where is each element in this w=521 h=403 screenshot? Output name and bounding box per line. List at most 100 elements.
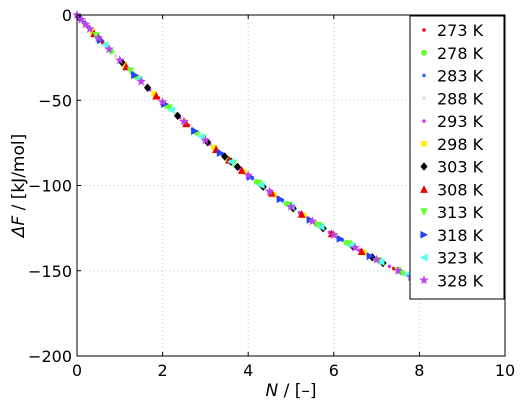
- legend-marker: [422, 119, 426, 123]
- data-point: [211, 144, 217, 151]
- legend-item: 313 K: [420, 203, 484, 222]
- x-tick-label: 4: [243, 361, 253, 380]
- legend-item: 303 K: [420, 158, 484, 177]
- y-tick-label: −200: [28, 347, 72, 366]
- data-point: [197, 132, 205, 141]
- x-tick-label: 2: [158, 361, 168, 380]
- legend-label: 288 K: [437, 89, 484, 108]
- y-tick-label: −50: [38, 91, 72, 110]
- legend-item: 328 K: [419, 271, 484, 290]
- legend-item: 298 K: [421, 135, 484, 154]
- legend-label: 273 K: [437, 21, 484, 40]
- data-point: [366, 252, 375, 261]
- data-point: [100, 40, 109, 49]
- legend-marker: [421, 140, 427, 147]
- data-point: [387, 264, 392, 269]
- legend-item: 323 K: [419, 249, 484, 268]
- data-point: [93, 33, 104, 43]
- data-point: [144, 83, 152, 92]
- y-tick-label: 0: [62, 6, 72, 25]
- data-point: [226, 157, 235, 166]
- legend-item: 283 K: [422, 67, 484, 86]
- legend-label: 328 K: [437, 271, 484, 290]
- legend-label: 318 K: [437, 226, 484, 245]
- data-point: [350, 242, 360, 252]
- legend-marker: [422, 28, 426, 32]
- legend-label: 283 K: [437, 67, 484, 86]
- data-point: [255, 179, 263, 188]
- data-point: [237, 166, 246, 174]
- data-point: [371, 254, 382, 264]
- data-point: [113, 54, 118, 58]
- legend-marker: [422, 96, 426, 101]
- data-point: [264, 186, 275, 196]
- legend-marker: [421, 49, 427, 56]
- data-point: [256, 181, 265, 189]
- legend-marker: [419, 253, 428, 262]
- ticks: 0 2 4 6 8 10 0 −50 −100 −150 −200: [28, 6, 515, 380]
- data-point: [85, 23, 95, 33]
- legend-label: 323 K: [437, 249, 484, 268]
- data-point: [336, 234, 345, 243]
- data-points: [72, 10, 416, 282]
- x-tick-label: 0: [72, 361, 82, 380]
- legend-item: 288 K: [422, 89, 484, 108]
- data-point: [76, 14, 87, 24]
- legend-item: 273 K: [422, 21, 484, 40]
- data-point: [104, 44, 114, 54]
- data-point: [179, 116, 189, 126]
- data-point: [329, 229, 339, 239]
- data-point: [157, 96, 168, 106]
- data-point: [316, 222, 325, 231]
- data-point: [286, 201, 296, 211]
- legend-box: [409, 15, 505, 300]
- legend-marker: [420, 185, 428, 193]
- data-point: [191, 127, 199, 135]
- data-point: [121, 61, 127, 68]
- legend-item: 293 K: [422, 112, 484, 131]
- data-point: [126, 67, 135, 76]
- data-point: [136, 76, 146, 86]
- y-axis-title: ΔF / [kJ/mol]: [9, 134, 29, 240]
- legend-marker: [419, 275, 429, 285]
- x-axis-title: N / [–]: [265, 381, 316, 401]
- data-point: [357, 247, 366, 256]
- data-point: [200, 135, 211, 145]
- legend-label: 293 K: [437, 112, 484, 131]
- data-point: [276, 195, 285, 204]
- data-point: [344, 240, 353, 249]
- data-point: [221, 152, 229, 161]
- x-tick-label: 6: [329, 361, 339, 380]
- data-point: [80, 19, 91, 29]
- data-point: [216, 149, 225, 157]
- legend-marker: [422, 73, 426, 78]
- data-point: [151, 91, 157, 97]
- data-point: [393, 265, 403, 275]
- legend: 273 K 278 K 283 K 288 K 293 K 298 K 303 K 308 K…: [409, 15, 505, 300]
- y-axis-label: ΔF / [kJ/mol]: [9, 134, 29, 240]
- legend-label: 298 K: [437, 135, 484, 154]
- data-point: [314, 221, 323, 230]
- data-point: [297, 210, 306, 218]
- y-tick-label: −100: [28, 177, 72, 196]
- legend-label: 313 K: [437, 203, 484, 222]
- data-point: [167, 106, 175, 114]
- legend-label: 303 K: [437, 158, 484, 177]
- data-point: [243, 170, 253, 180]
- x-axis-label: N / [–]: [265, 381, 316, 401]
- data-point: [115, 55, 125, 65]
- legend-item: 278 K: [421, 44, 484, 63]
- x-tick-label: 8: [414, 361, 424, 380]
- data-point: [376, 258, 385, 266]
- legend-marker: [420, 162, 428, 171]
- x-tick-label: 10: [495, 361, 515, 380]
- legend-marker: [420, 230, 429, 239]
- data-point: [233, 162, 242, 172]
- data-point: [131, 71, 139, 80]
- legend-label: 308 K: [437, 180, 484, 199]
- legend-item: 318 K: [420, 226, 484, 245]
- legend-label: 278 K: [437, 44, 484, 63]
- legend-marker: [420, 208, 428, 217]
- data-point: [307, 216, 318, 226]
